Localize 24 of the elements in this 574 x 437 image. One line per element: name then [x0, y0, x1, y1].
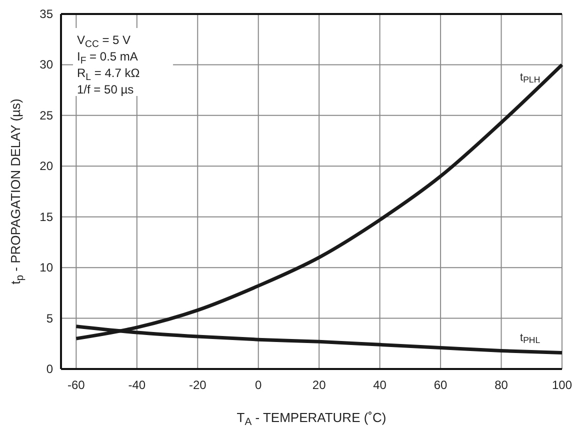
x-tick-label: 60	[434, 378, 448, 392]
y-tick-label: 30	[40, 58, 54, 72]
y-tick-label: 20	[40, 159, 54, 174]
x-tick-label: 40	[373, 378, 387, 392]
y-tick-label: 0	[46, 362, 54, 376]
y-tick-label: 5	[46, 311, 54, 326]
x-tick-label: 80	[494, 378, 508, 392]
x-tick-label: -40	[128, 378, 146, 392]
x-tick-label: 20	[312, 378, 326, 392]
series-label: t$_{PHL}$	[520, 332, 540, 346]
x-tick-label: -60	[68, 378, 86, 392]
y-tick-label: 15	[40, 210, 54, 224]
series-label: t$_{PLH}$	[520, 72, 540, 85]
x-tick-label: 0	[255, 378, 262, 392]
x-tick-label: 100	[552, 378, 572, 392]
y-tick-label: 25	[40, 108, 54, 122]
x-tick-label: -20	[188, 378, 207, 392]
annotation: R$_{L}$ = 4.7 kΩ	[77, 66, 140, 82]
annotation: 1/f = 50 µs	[77, 82, 134, 96]
x-axis-title: T$_{A}$ - TEMPERATURE (˚C)	[236, 410, 386, 428]
annotation: I$_{F}$ = 0.5 mA	[77, 50, 138, 66]
y-tick-label: 10	[40, 260, 54, 275]
annotation: V$_{CC}$ = 5 V	[77, 33, 131, 50]
y-tick-label: 35	[40, 7, 54, 21]
